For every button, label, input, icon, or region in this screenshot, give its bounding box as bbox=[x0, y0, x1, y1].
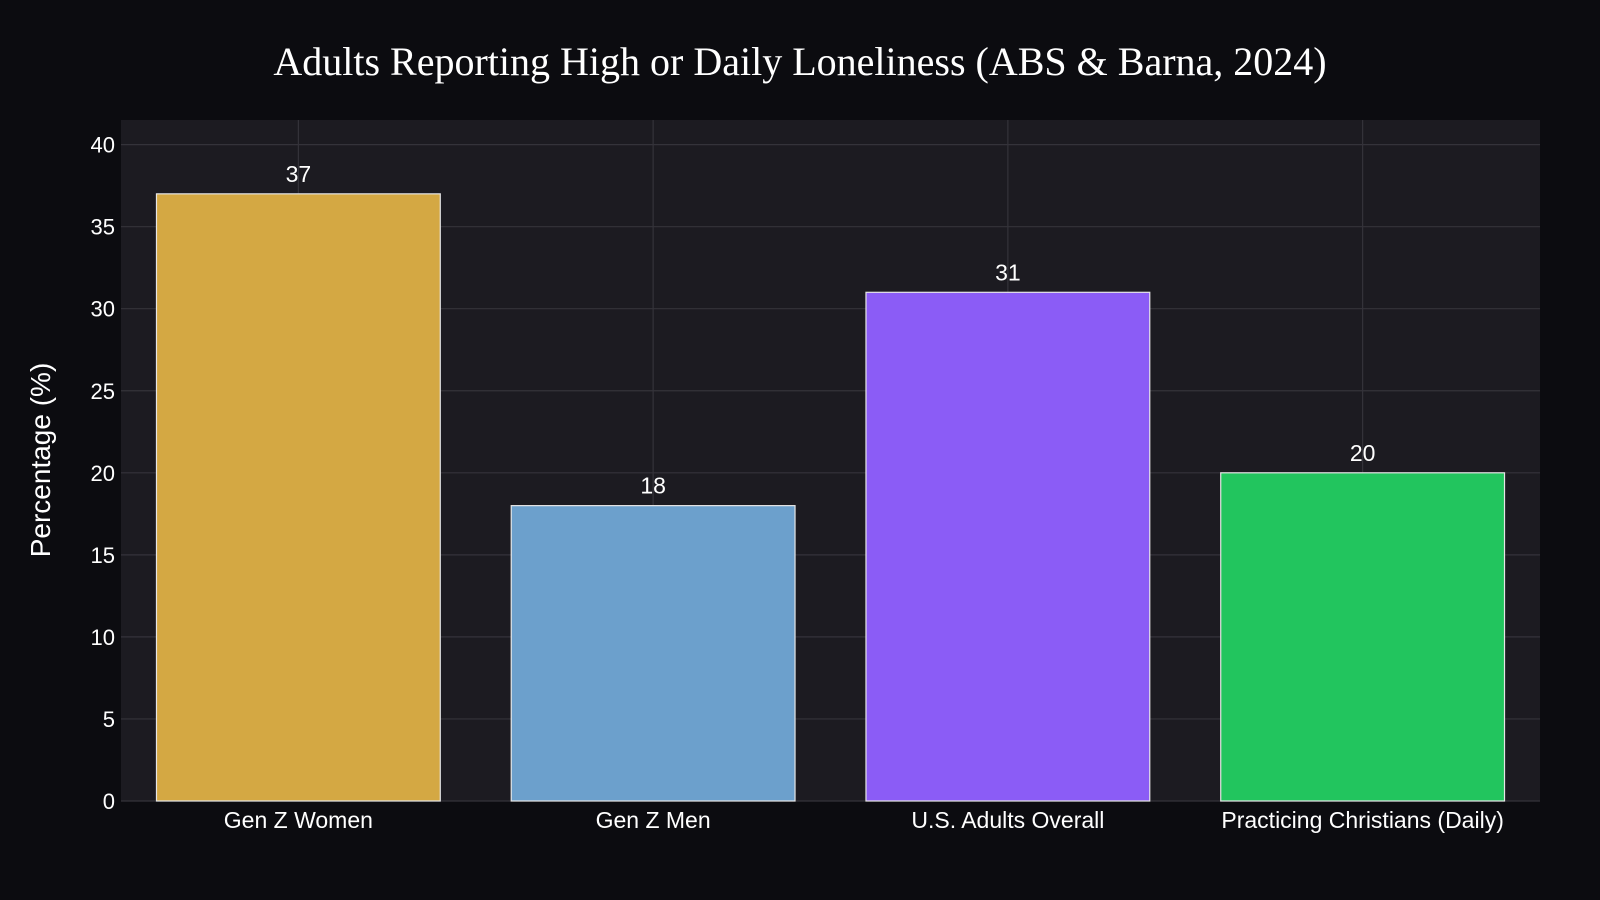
bars: 37 18 31 20 bbox=[155, 161, 1506, 802]
y-tick-label: 35 bbox=[91, 215, 115, 240]
y-tick-label: 0 bbox=[103, 789, 115, 814]
data-label: 37 bbox=[286, 161, 312, 187]
bar bbox=[865, 291, 1151, 802]
y-tick-label: 25 bbox=[91, 379, 115, 404]
y-tick-label: 30 bbox=[91, 297, 115, 322]
y-tick-label: 10 bbox=[91, 625, 115, 650]
x-axis-categories: Gen Z Women Gen Z Men U.S. Adults Overall P… bbox=[224, 807, 1504, 833]
bar bbox=[510, 505, 796, 802]
y-tick-label: 40 bbox=[91, 133, 115, 158]
x-category-label: Gen Z Men bbox=[596, 807, 711, 833]
y-tick-label: 20 bbox=[91, 461, 115, 486]
x-category-label: Gen Z Women bbox=[224, 807, 373, 833]
data-label: 31 bbox=[995, 259, 1021, 285]
chart-title: Adults Reporting High or Daily Lonelines… bbox=[273, 39, 1326, 84]
data-label: 20 bbox=[1350, 440, 1376, 466]
data-label: 18 bbox=[640, 473, 666, 499]
y-axis-ticks: 0 5 10 15 20 25 30 35 40 bbox=[91, 133, 115, 814]
y-tick-label: 5 bbox=[103, 707, 115, 732]
y-axis-label: Percentage (%) bbox=[25, 363, 56, 558]
x-category-label: U.S. Adults Overall bbox=[911, 807, 1104, 833]
y-tick-label: 15 bbox=[91, 543, 115, 568]
bar bbox=[1220, 472, 1506, 802]
bar bbox=[155, 193, 441, 802]
x-category-label: Practicing Christians (Daily) bbox=[1221, 807, 1503, 833]
